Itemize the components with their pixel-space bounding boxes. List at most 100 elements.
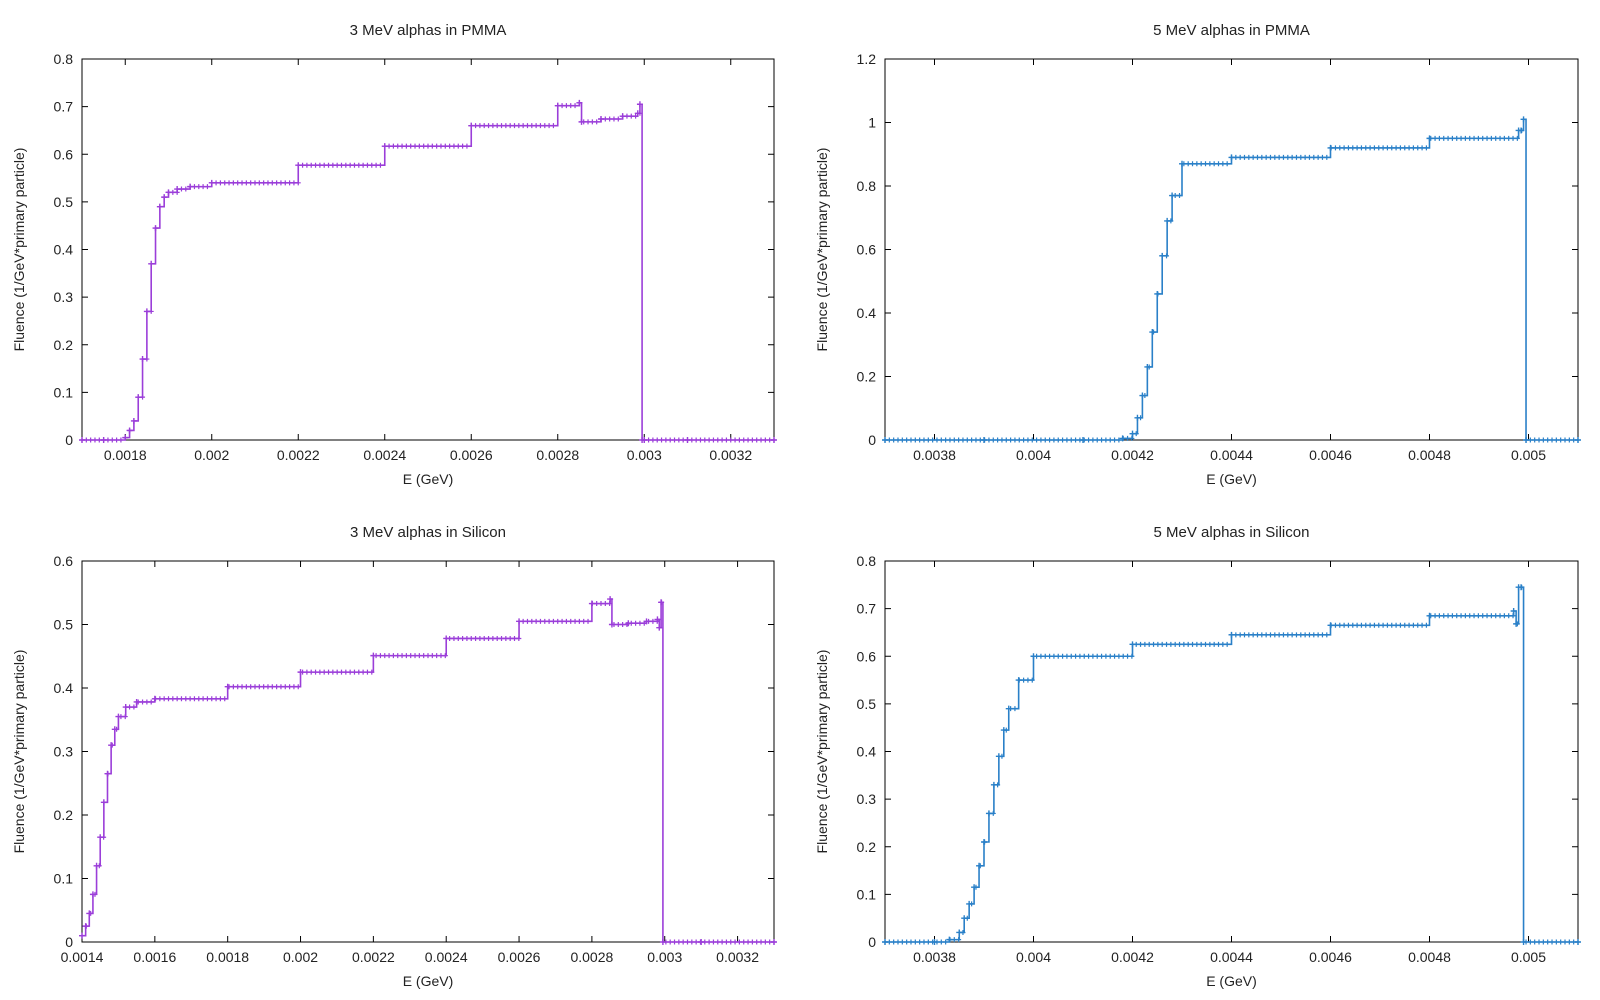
data-point bbox=[140, 699, 146, 705]
data-point bbox=[964, 437, 970, 443]
data-point bbox=[908, 437, 914, 443]
data-point bbox=[1520, 116, 1527, 123]
plot-frame bbox=[81, 58, 775, 441]
data-point bbox=[947, 437, 953, 443]
data-point bbox=[369, 669, 375, 675]
data-point bbox=[568, 618, 574, 624]
data-point bbox=[364, 669, 370, 675]
data-point bbox=[1220, 161, 1226, 167]
series-line bbox=[885, 118, 1578, 441]
data-point bbox=[443, 635, 450, 642]
data-point bbox=[736, 939, 742, 945]
y-tick-label: 0.4 bbox=[54, 242, 74, 258]
data-point bbox=[891, 437, 897, 443]
data-point bbox=[1216, 641, 1222, 647]
data-point bbox=[390, 143, 396, 149]
y-tick-label: 0.2 bbox=[54, 337, 74, 353]
data-point bbox=[1298, 154, 1304, 160]
data-point bbox=[118, 437, 124, 443]
data-point bbox=[1518, 584, 1525, 591]
data-point bbox=[1168, 641, 1174, 647]
x-tick-label: 0.002 bbox=[283, 949, 318, 965]
data-point bbox=[654, 616, 661, 623]
data-point bbox=[745, 939, 751, 945]
data-point bbox=[1510, 608, 1517, 615]
data-point bbox=[585, 618, 591, 624]
data-point bbox=[473, 635, 479, 641]
data-point bbox=[1389, 145, 1395, 151]
data-point bbox=[351, 162, 357, 168]
data-point bbox=[971, 884, 978, 891]
data-point bbox=[191, 696, 197, 702]
data-point bbox=[1423, 145, 1429, 151]
data-point bbox=[899, 437, 905, 443]
data-point bbox=[1224, 641, 1230, 647]
data-point bbox=[1527, 939, 1533, 945]
data-point bbox=[1038, 653, 1044, 659]
data-point bbox=[486, 123, 492, 129]
data-point bbox=[282, 684, 288, 690]
data-point bbox=[265, 180, 271, 186]
data-point bbox=[1125, 653, 1131, 659]
data-point bbox=[969, 437, 975, 443]
data-point bbox=[934, 437, 940, 443]
data-point bbox=[1475, 135, 1481, 141]
data-point bbox=[104, 770, 111, 777]
data-point bbox=[615, 622, 621, 627]
data-point bbox=[1280, 154, 1286, 160]
data-point bbox=[1367, 145, 1373, 151]
data-point bbox=[360, 669, 366, 675]
y-tick-label: 1 bbox=[868, 115, 876, 131]
y-tick-label: 0.2 bbox=[857, 369, 877, 385]
data-point bbox=[1432, 613, 1438, 619]
data-point bbox=[151, 695, 158, 702]
y-axis-label: Fluence (1/GeV*primary particle) bbox=[11, 650, 27, 854]
data-point bbox=[408, 653, 414, 659]
data-point bbox=[1064, 437, 1070, 443]
data-point bbox=[1008, 437, 1014, 443]
data-point bbox=[524, 618, 530, 624]
data-point bbox=[672, 437, 678, 443]
data-point bbox=[512, 635, 517, 641]
data-point bbox=[762, 939, 768, 945]
data-point bbox=[1194, 161, 1200, 167]
data-point bbox=[895, 939, 901, 945]
data-point bbox=[1397, 145, 1403, 151]
data-point bbox=[313, 669, 319, 675]
data-point bbox=[581, 618, 587, 624]
y-axis-label: Fluence (1/GeV*primary particle) bbox=[814, 148, 830, 352]
data-point bbox=[1315, 632, 1321, 638]
data-point bbox=[542, 123, 548, 129]
data-point bbox=[1289, 154, 1295, 160]
data-point bbox=[1000, 727, 1007, 734]
data-point bbox=[451, 143, 457, 149]
data-point bbox=[693, 437, 699, 443]
data-point bbox=[1497, 613, 1503, 619]
x-axis-label: E (GeV) bbox=[1206, 973, 1257, 989]
data-point bbox=[620, 622, 626, 627]
data-point bbox=[321, 669, 327, 675]
data-point bbox=[1190, 641, 1196, 647]
data-point bbox=[1540, 437, 1546, 443]
data-point bbox=[1454, 135, 1460, 141]
data-point bbox=[1029, 677, 1035, 683]
data-point bbox=[684, 437, 691, 443]
data-point bbox=[468, 635, 474, 641]
data-point bbox=[1246, 154, 1252, 160]
data-point bbox=[122, 434, 129, 441]
y-tick-label: 0.2 bbox=[54, 807, 74, 823]
data-point bbox=[1462, 613, 1468, 619]
data-point bbox=[981, 437, 987, 443]
data-point bbox=[421, 653, 427, 659]
data-point bbox=[297, 669, 304, 676]
data-point bbox=[1506, 613, 1512, 619]
data-point bbox=[1224, 161, 1230, 167]
data-point bbox=[1514, 135, 1520, 141]
data-point bbox=[499, 635, 505, 641]
data-point bbox=[174, 186, 181, 193]
data-point bbox=[425, 653, 431, 659]
data-point bbox=[1345, 145, 1351, 151]
data-point bbox=[1021, 677, 1027, 683]
data-point bbox=[1164, 217, 1171, 224]
